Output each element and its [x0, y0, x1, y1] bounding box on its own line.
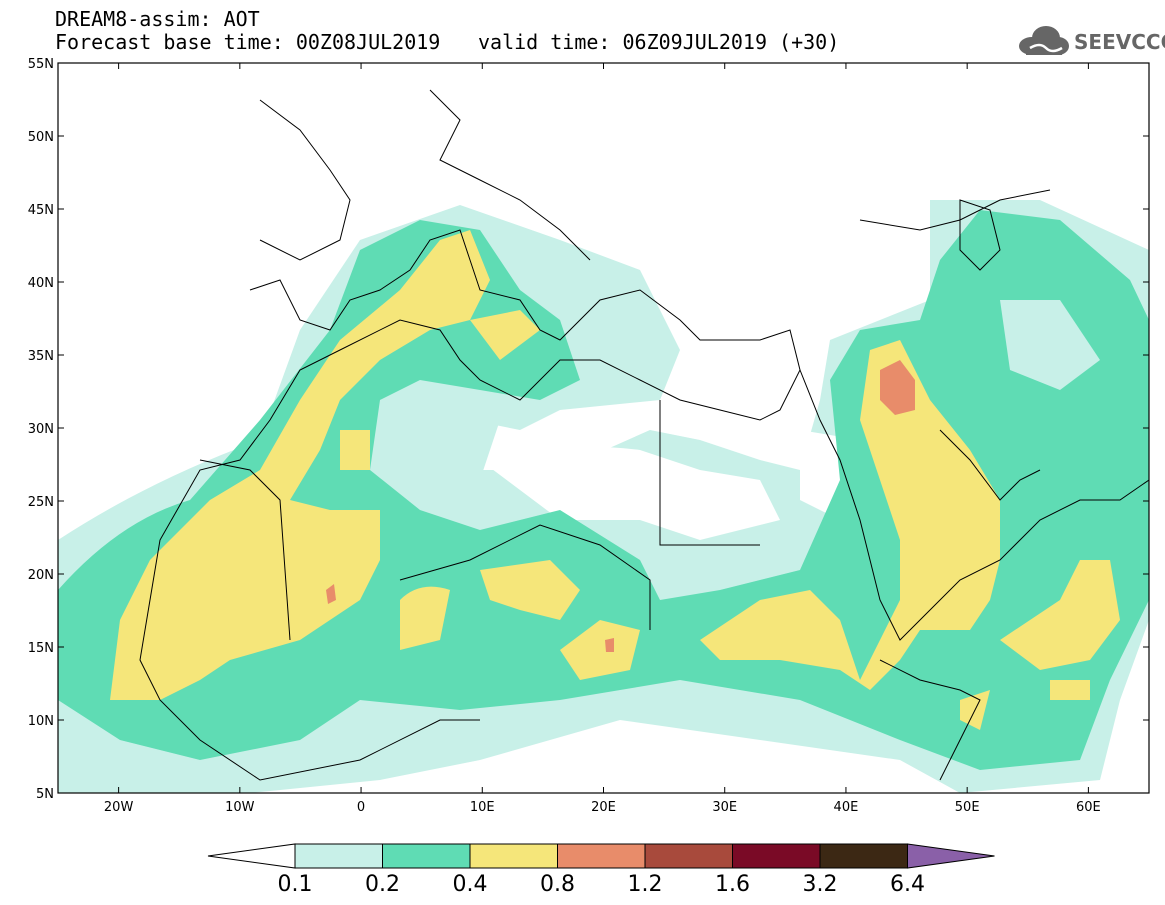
colorbar-min-arrow	[207, 843, 296, 869]
forecast-base-time: Forecast base time: 00Z08JUL2019	[55, 30, 441, 54]
colorbar-label: 0.1	[277, 872, 313, 897]
cloud-logo-icon	[1019, 26, 1069, 55]
valid-time: valid time: 06Z09JUL2019 (+30)	[478, 30, 840, 54]
colorbar-label: 1.6	[715, 872, 750, 897]
lon-label: 30E	[712, 800, 737, 815]
colorbar-label: 0.2	[365, 872, 400, 897]
colorbar-swatch	[469, 843, 558, 869]
coastlines	[139, 89, 1149, 781]
colorbar	[207, 843, 995, 869]
colorbar-label: 0.4	[452, 872, 488, 897]
lon-label: 0	[357, 800, 365, 815]
lat-label: 25N	[28, 495, 54, 510]
lat-label: 45N	[28, 203, 54, 218]
colorbar-swatch	[732, 843, 821, 869]
latitude-ticks: 55N 50N 45N 40N 35N 30N 25N 20N 15N 10N 5N	[28, 57, 1149, 802]
colorbar-label: 0.8	[540, 872, 575, 897]
colorbar-max-arrow	[907, 843, 995, 869]
aot-fields	[58, 63, 1149, 793]
lon-label: 50E	[955, 800, 980, 815]
seevccc-logo: SEEVCCC	[1016, 24, 1165, 60]
lat-label: 35N	[28, 349, 54, 364]
lat-label: 30N	[28, 422, 54, 437]
lat-label: 55N	[28, 57, 54, 72]
lon-label: 60E	[1076, 800, 1101, 815]
lon-label: 10E	[470, 800, 495, 815]
colorbar-swatch	[382, 843, 471, 869]
colorbar-swatch	[294, 843, 383, 869]
lat-label: 15N	[28, 641, 54, 656]
map-title: DREAM8-assim: AOT	[55, 7, 260, 31]
longitude-ticks: 20W 10W 0 10E 20E 30E 40E 50E 60E	[104, 63, 1101, 815]
lon-label: 20E	[591, 800, 616, 815]
lon-label: 40E	[834, 800, 859, 815]
colorbar-swatch	[644, 843, 733, 869]
aot-band-0.4-east	[700, 340, 1000, 690]
colorbar-label: 1.2	[627, 872, 663, 897]
lat-label: 5N	[36, 787, 54, 802]
lon-label: 20W	[104, 800, 134, 815]
lat-label: 10N	[28, 714, 54, 729]
lat-label: 20N	[28, 568, 54, 583]
aot-band-0.4-west	[110, 230, 490, 700]
logo-text: SEEVCCC	[1074, 30, 1165, 54]
colorbar-swatch	[819, 843, 908, 869]
aot-band-0.8	[880, 360, 915, 415]
lat-label: 40N	[28, 276, 54, 291]
colorbar-label: 6.4	[890, 872, 925, 897]
lon-label: 10W	[225, 800, 255, 815]
colorbar-label: 3.2	[802, 872, 838, 897]
lat-label: 50N	[28, 130, 54, 145]
colorbar-swatch	[557, 843, 646, 869]
